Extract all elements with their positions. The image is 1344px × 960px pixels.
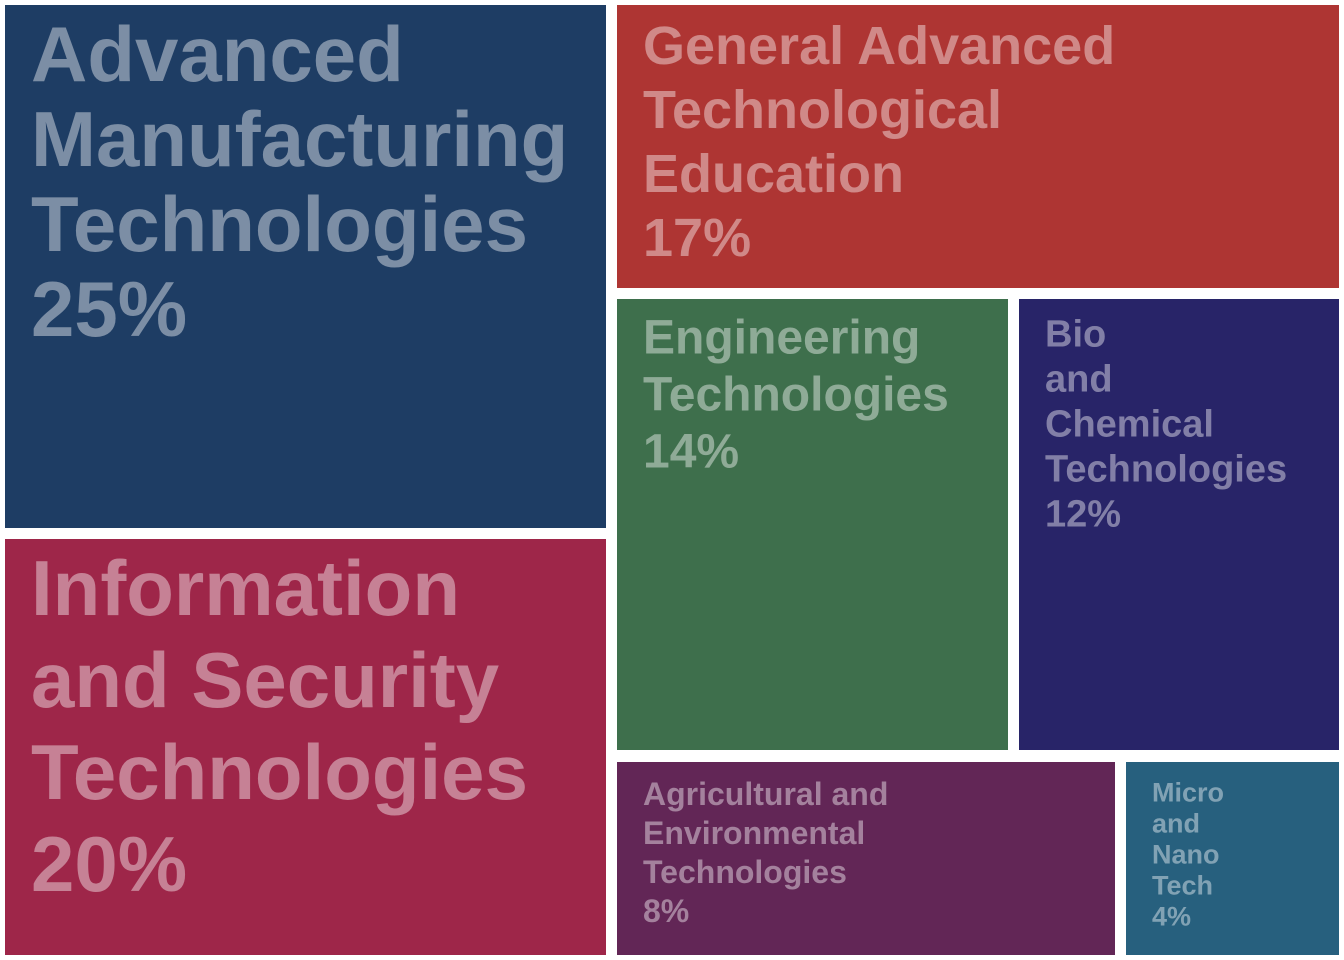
tile	[1126, 762, 1339, 955]
label-line: Manufacturing	[31, 95, 590, 183]
label-line: Technologies	[643, 369, 949, 422]
label-line: Technologies	[31, 728, 528, 816]
tile	[5, 539, 606, 955]
label-line: Bio	[1045, 313, 1117, 355]
value-label: 14%	[643, 426, 739, 479]
tile-label: General Advanced Technological Education	[643, 16, 1130, 204]
label-line: Education	[643, 144, 904, 204]
label-line: General Advanced	[643, 16, 1130, 76]
tile	[617, 299, 1008, 750]
label-line: Technologies	[643, 854, 847, 890]
value-label: 4%	[1152, 901, 1191, 931]
tile-label: Micro and Nano Tech	[1152, 777, 1232, 900]
label-line: and	[1152, 808, 1208, 838]
label-line: Micro	[1152, 777, 1232, 807]
value-label: 12%	[1045, 493, 1121, 535]
value-label: 8%	[643, 893, 689, 929]
tile-label: Bio and Chemical Technologies	[1045, 313, 1287, 490]
label-line: Agricultural and	[643, 776, 897, 812]
label-line: Technologies	[1045, 448, 1287, 490]
label-line: Tech	[1152, 870, 1213, 900]
label-line: Chemical	[1045, 403, 1225, 445]
label-line: Technologies	[31, 180, 528, 268]
tile-label: Advanced Manufacturing Technologies	[31, 10, 590, 268]
tile-label: Agricultural and Environmental Technolog…	[643, 776, 897, 890]
tile-label: Information and Security Technologies	[31, 544, 528, 816]
label-line: Technological	[643, 80, 1017, 140]
tile-label: Engineering Technologies	[643, 312, 949, 422]
value-label: 17%	[643, 208, 751, 268]
label-line: Engineering	[643, 312, 934, 365]
value-label: 25%	[31, 265, 187, 353]
tile	[617, 762, 1115, 955]
value-label: 20%	[31, 820, 187, 908]
label-line: Information	[31, 544, 482, 632]
tile	[617, 5, 1339, 288]
label-line: Environmental	[643, 815, 874, 851]
tile	[5, 5, 606, 528]
tile	[1019, 299, 1339, 750]
label-line: Advanced	[31, 10, 425, 98]
label-line: Nano	[1152, 839, 1227, 869]
label-line: and Security	[31, 636, 521, 724]
label-line: and	[1045, 358, 1123, 400]
